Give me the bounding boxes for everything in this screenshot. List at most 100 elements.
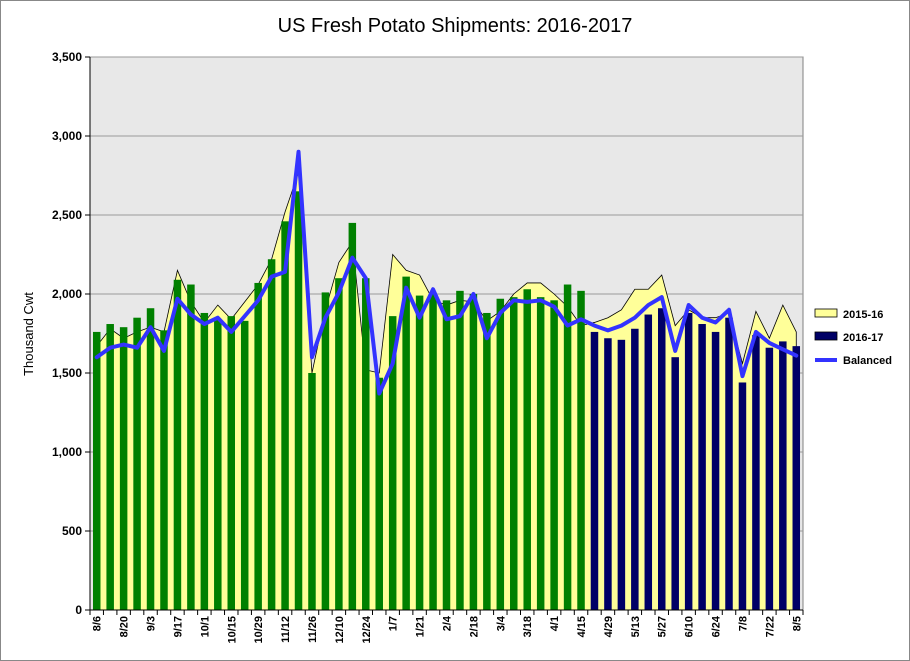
x-tick-label-6-24: 6/24: [711, 615, 723, 637]
x-tick-label-2-18: 2/18: [468, 616, 480, 637]
legend: 2015-16 2016-17 Balanced: [814, 308, 892, 367]
legend-swatch-2015-16: [814, 308, 838, 318]
x-tick-label-8-6: 8/6: [92, 616, 104, 631]
bar-5-6: [617, 339, 626, 610]
y-tick-label-500: 500: [62, 524, 82, 538]
bar-3-25: [536, 297, 545, 610]
x-tick-label-7-22: 7/22: [764, 616, 776, 637]
legend-label-2016-17: 2016-17: [843, 332, 883, 344]
x-tick-label-1-21: 1/21: [415, 616, 427, 637]
bar-2-4: [442, 300, 451, 610]
bar-4-29: [604, 338, 612, 610]
x-tick-label-1-7: 1/7: [388, 616, 400, 631]
bar-7-1: [725, 317, 733, 610]
bar-6-3: [671, 357, 679, 610]
bar-12-17: [348, 222, 357, 610]
x-tick-label-6-10: 6/10: [684, 616, 696, 637]
x-tick-label-10-15: 10/15: [226, 616, 238, 644]
bar-2-25: [483, 312, 491, 610]
bar-7-22: [765, 347, 774, 610]
y-tick-label-3500: 3,500: [52, 50, 82, 64]
bar-1-14: [402, 276, 410, 610]
x-tick-label-11-26: 11/26: [307, 616, 319, 643]
legend-swatch-2016-17: [814, 331, 838, 341]
legend-label-balanced: Balanced: [843, 355, 892, 367]
legend-label-2015-16: 2015-16: [843, 309, 883, 321]
bar-9-24: [187, 284, 195, 610]
bar-9-17: [173, 279, 182, 610]
bar-6-17: [698, 324, 706, 610]
x-tick-label-4-29: 4/29: [603, 616, 615, 637]
bar-8-5: [792, 346, 801, 610]
y-tick-label-2500: 2,500: [52, 208, 82, 222]
bar-7-8: [738, 382, 747, 610]
bar-10-22: [240, 320, 249, 610]
bar-4-8: [563, 284, 572, 610]
bar-3-4: [496, 298, 505, 610]
plot-area: 0 500 1,000 1,500 2,000 2,500 3,000 3,500 8/6 8/2…: [52, 50, 804, 644]
bar-1-21: [415, 295, 424, 610]
bar-7-29: [779, 341, 787, 610]
x-tick-label-11-12: 11/12: [280, 616, 292, 643]
bar-8-27: [133, 317, 141, 610]
bar-4-1: [550, 300, 558, 610]
x-tick-label-3-4: 3/4: [495, 615, 507, 631]
bar-5-27: [658, 308, 666, 610]
bar-8-6: [92, 331, 101, 610]
y-axis-label: Thousand Cwt: [21, 292, 36, 376]
x-tick-label-10-29: 10/29: [253, 616, 265, 644]
bar-9-10: [160, 330, 168, 610]
bar-11-26: [308, 373, 316, 610]
bar-12-24: [362, 278, 370, 610]
x-tick-label-9-3: 9/3: [146, 616, 158, 631]
bar-12-10: [335, 278, 343, 610]
x-tick-label-12-10: 12/10: [334, 616, 346, 644]
bar-6-10: [684, 312, 693, 610]
bar-4-15: [577, 290, 585, 610]
x-tick-label-4-15: 4/15: [576, 616, 588, 637]
bar-10-1: [200, 312, 209, 610]
chart-title: US Fresh Potato Shipments: 2016-2017: [278, 15, 633, 37]
bar-2-11: [456, 290, 464, 610]
line-series-balanced: [94, 149, 799, 396]
bar-1-7: [388, 316, 397, 610]
bar-12-3: [321, 292, 330, 610]
bar-3-11: [510, 297, 518, 610]
y-tick-label-0: 0: [75, 603, 82, 617]
bar-12-31: [375, 377, 383, 610]
y-tick-label-1500: 1,500: [52, 366, 82, 380]
bar-11-19: [294, 191, 303, 611]
x-tick-label-9-17: 9/17: [172, 616, 184, 637]
bar-8-20: [119, 327, 128, 610]
x-tick-label-5-27: 5/27: [657, 616, 669, 637]
bar-6-24: [711, 331, 720, 610]
x-tick-label-3-18: 3/18: [522, 616, 534, 637]
bar-9-3: [146, 308, 155, 610]
bar-2-18: [469, 294, 478, 610]
x-tick-label-2-4: 2/4: [442, 615, 454, 631]
bar-10-15: [227, 316, 235, 610]
bar-4-22: [590, 331, 599, 610]
y-tick-label-3000: 3,000: [52, 129, 82, 143]
y-tick-label-1000: 1,000: [52, 445, 82, 459]
x-tick-label-7-8: 7/8: [737, 616, 749, 631]
x-tick-label-8-5: 8/5: [791, 616, 803, 631]
bar-10-8: [214, 319, 222, 610]
bar-11-12: [281, 221, 289, 610]
x-tick-label-5-13: 5/13: [630, 616, 642, 637]
bar-8-13: [106, 324, 114, 610]
x-tick-label-10-1: 10/1: [199, 616, 211, 637]
bar-10-29: [254, 282, 262, 610]
x-tick-label-12-24: 12/24: [361, 615, 373, 643]
bar-5-13: [631, 328, 639, 610]
bar-1-28: [429, 294, 437, 610]
bar-3-18: [523, 289, 531, 610]
bar-7-15: [752, 335, 760, 610]
bar-5-20: [644, 314, 653, 610]
y-tick-label-2000: 2,000: [52, 287, 82, 301]
x-tick-label-4-1: 4/1: [549, 616, 561, 631]
bar-11-5: [267, 259, 276, 610]
x-tick-label-8-20: 8/20: [119, 616, 131, 637]
